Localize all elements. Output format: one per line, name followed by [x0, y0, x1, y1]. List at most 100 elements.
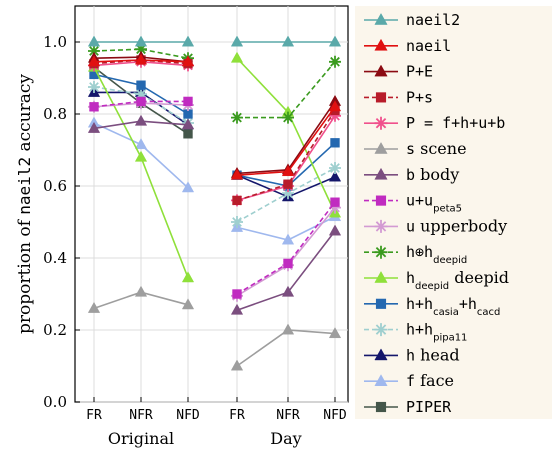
plot-area [74, 5, 349, 403]
data-point [134, 138, 148, 150]
legend-label-part: peta5 [433, 203, 462, 214]
legend-item: h+hpipa11 [364, 321, 467, 344]
data-point [230, 51, 244, 63]
data-point [183, 129, 193, 139]
legend-marker [375, 195, 387, 206]
data-point [230, 168, 244, 180]
x-tick-label: FR [229, 408, 245, 423]
legend-label: h+hcasia+hcacd [406, 295, 500, 318]
data-point [328, 170, 342, 182]
data-point [328, 224, 342, 236]
data-point [135, 43, 147, 56]
legend-label-part: body [415, 165, 459, 184]
series-b-body [87, 114, 342, 315]
y-axis-label-part: accuracy [15, 74, 35, 157]
legend-label-part: cacd [477, 306, 500, 317]
legend-item: P = f+h+u+b [364, 114, 505, 132]
data-point [329, 201, 341, 214]
legend-label: h+hpipa11 [406, 321, 467, 344]
series-h-h-pipa11 [88, 81, 341, 228]
data-point [136, 96, 146, 107]
data-point [231, 216, 243, 228]
data-point [87, 301, 101, 313]
legend-label: f face [406, 371, 454, 390]
legend-item: hdeepid deepid [364, 268, 509, 292]
data-point [281, 285, 295, 297]
legend-box [355, 6, 552, 419]
legend-marker [374, 374, 388, 386]
data-point [329, 162, 341, 174]
legend-label: PIPER [406, 398, 452, 416]
data-point [134, 114, 148, 126]
legend-marker [374, 38, 388, 51]
legend-label-part: scene [415, 139, 467, 158]
data-point [230, 359, 244, 371]
legend-label-part: P+E [406, 63, 433, 81]
legend-marker [374, 116, 388, 130]
legend-marker [375, 298, 387, 309]
data-point [134, 35, 148, 47]
x-tick-label: NFR [276, 408, 300, 423]
legend-label-part: pipa11 [433, 332, 467, 343]
legend-label-part: h [406, 346, 415, 364]
data-point [136, 80, 146, 90]
data-point [330, 197, 340, 207]
series-f-face [87, 116, 342, 245]
legend-label: naeil2 [406, 11, 460, 29]
data-point [281, 323, 295, 335]
data-point [181, 55, 195, 67]
legend-label-part: naeil [406, 37, 451, 55]
data-point [282, 111, 294, 124]
data-point [328, 100, 342, 112]
legend-label-part: naeil2 [406, 11, 460, 29]
legend-item: u upperbody [364, 216, 507, 235]
legend-label: s scene [406, 139, 467, 158]
data-point [87, 121, 101, 133]
data-point [134, 285, 148, 297]
x-tick-label: FR [86, 408, 102, 423]
x-tick-label: NFR [129, 408, 153, 423]
legend-label-part: b [406, 166, 415, 184]
data-point [89, 69, 99, 80]
series-line [236, 109, 336, 202]
legend-label: b body [406, 165, 459, 184]
series-s-scene [87, 285, 342, 371]
data-point [330, 138, 340, 148]
legend-label: u+upeta5 [406, 192, 462, 215]
legend-label-part: h+h [406, 295, 433, 313]
y-tick-label: 0.6 [43, 177, 67, 195]
legend-label-part: deepid [415, 281, 449, 292]
data-point [181, 35, 195, 47]
legend-label-part: face [415, 371, 454, 390]
data-point [282, 187, 294, 200]
legend-item: PIPER [364, 398, 452, 416]
legend-label: h⊕hdeepid [406, 243, 467, 266]
legend-label-part: h [406, 269, 415, 287]
y-tick-label: 0.4 [43, 249, 67, 267]
legend-label-part: upperbody [415, 216, 507, 235]
series-u-u-peta5 [89, 96, 340, 299]
legend-label-part: P = f+h+u+b [406, 114, 505, 132]
legend-label-part: deepid [449, 268, 509, 287]
legend-item: u+upeta5 [364, 192, 462, 215]
data-point [329, 55, 341, 68]
y-tick-label: 0.8 [43, 105, 67, 123]
data-point [329, 109, 341, 122]
y-tick-label: 0.0 [43, 393, 67, 411]
series-layer [87, 35, 342, 371]
legend: naeil2 naeil P+E P+s P = f+h+u+b s scene b bod… [355, 6, 552, 419]
legend-label: h head [406, 345, 460, 364]
data-point [87, 35, 101, 47]
legend-marker [374, 12, 388, 25]
legend-item: P+s [364, 88, 433, 106]
data-point [181, 118, 195, 130]
legend-label: hdeepid deepid [406, 268, 509, 292]
data-point [328, 35, 342, 47]
data-point [328, 327, 342, 339]
data-point [88, 81, 100, 93]
data-point [231, 111, 243, 124]
y-tick-label: 1.0 [43, 33, 67, 51]
y-tick-label: 0.2 [43, 321, 67, 339]
legend-label-part: deepid [433, 255, 467, 266]
